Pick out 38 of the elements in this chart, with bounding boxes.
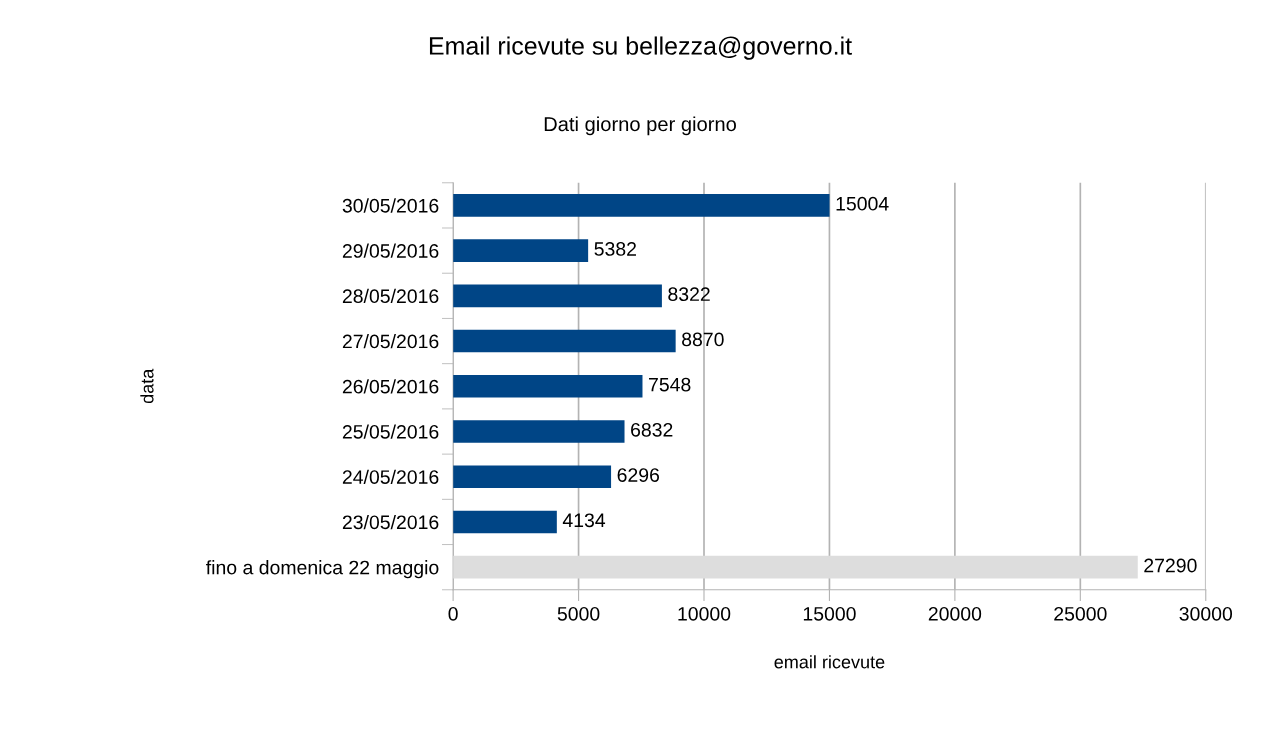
bar [453, 465, 612, 489]
data-label: 6832 [631, 422, 673, 437]
data-label: 4134 [562, 513, 606, 528]
data-label: 8870 [682, 332, 724, 347]
x-tick-label: 20000 [928, 606, 982, 621]
x-tick-label: 25000 [1054, 606, 1107, 621]
y-tick-label: 29/05/2016 [342, 243, 439, 258]
y-axis-title: data [140, 368, 154, 404]
y-tick-label: 28/05/2016 [342, 288, 439, 304]
y-tick-label: 26/05/2016 [342, 379, 439, 394]
data-label: 6296 [617, 468, 660, 482]
x-tick-label: 0 [448, 606, 458, 621]
data-label: 15004 [836, 196, 889, 211]
bar [453, 555, 1138, 579]
y-tick-label: fino a domenica 22 maggio [206, 560, 439, 579]
data-label: 8322 [668, 287, 710, 302]
x-tick-label: 5000 [557, 606, 600, 621]
bar [453, 510, 557, 534]
bar [453, 329, 676, 353]
chart-subtitle: Dati giorno per giorno [544, 116, 736, 136]
bar [453, 420, 625, 443]
x-tick-label: 10000 [678, 606, 731, 621]
y-tick-label: 24/05/2016 [342, 469, 439, 484]
bar [453, 374, 643, 398]
y-tick-label: 23/05/2016 [342, 514, 439, 530]
y-tick-label: 30/05/2016 [342, 198, 439, 213]
x-axis-title: email ricevute [774, 655, 885, 669]
x-tick-label: 15000 [803, 606, 856, 621]
bar [453, 284, 662, 308]
chart-title: Email ricevute su bellezza@governo.it [429, 36, 852, 60]
y-tick-label: 27/05/2016 [342, 334, 439, 349]
y-tick-label: 25/05/2016 [342, 424, 439, 439]
bar [453, 239, 589, 262]
data-label: 7548 [649, 377, 691, 392]
bar [453, 194, 830, 217]
data-label: 5382 [594, 242, 636, 256]
x-tick-label: 30000 [1179, 606, 1233, 621]
data-label: 27290 [1144, 558, 1197, 573]
